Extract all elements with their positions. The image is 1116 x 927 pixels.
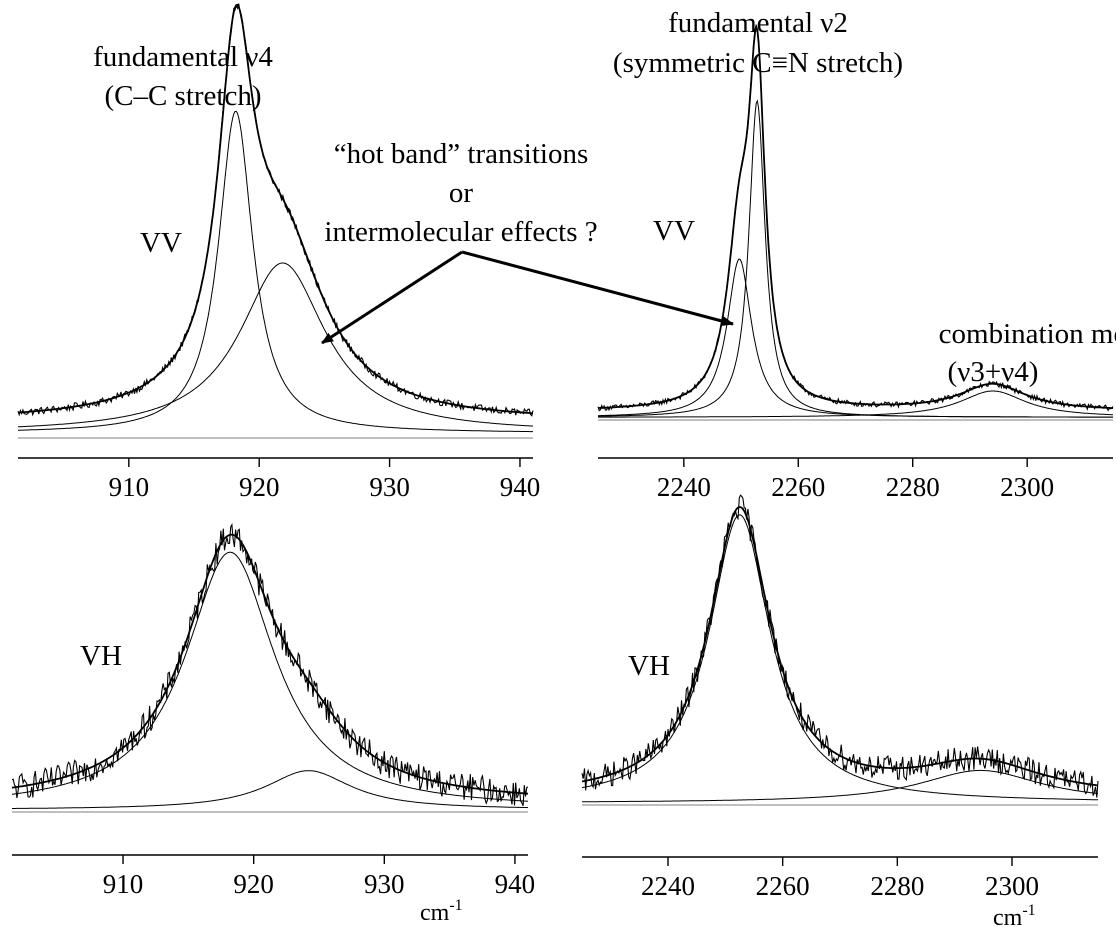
nu4-title-line2: (C–C stretch) <box>104 80 261 112</box>
x-tick-label: 2300 <box>985 871 1039 901</box>
fit-component-2 <box>582 769 1099 803</box>
x-tick-label: 2240 <box>641 871 695 901</box>
hot-band-line3: intermolecular effects ? <box>324 216 597 248</box>
polarization-label: VV <box>140 227 182 259</box>
total-fit-curve <box>17 3 533 415</box>
total-fit-curve <box>598 23 1114 409</box>
x-tick-label: 2300 <box>1000 472 1054 502</box>
x-tick-label: 2240 <box>657 472 711 502</box>
x-tick-label: 940 <box>500 472 541 502</box>
nu2-title-line2: (symmetric C≡N stretch) <box>613 47 903 79</box>
fit-component-2 <box>12 770 529 809</box>
x-tick-label: 2260 <box>771 472 825 502</box>
hot-band-arrow-right <box>461 250 734 327</box>
hot-band-arrow-left <box>321 250 463 345</box>
panel-vh-nu2: 2240 2260 2280 2300 VH cm-1 <box>581 494 1099 927</box>
fit-component-1 <box>18 110 533 433</box>
x-tick-label: 910 <box>103 869 144 899</box>
fit-component-1 <box>581 514 1099 801</box>
combination-line2: (ν3+ν4) <box>948 356 1039 388</box>
x-tick-label: 920 <box>233 869 274 899</box>
x-tick-label: 930 <box>364 869 405 899</box>
x-tick-label: 940 <box>495 869 536 899</box>
nu4-title-line1: fundamental ν4 <box>93 41 273 73</box>
x-tick-label: 910 <box>109 472 150 502</box>
x-tick-label: 920 <box>239 472 280 502</box>
panel-vv-nu4: 910 920 930 940 VV <box>17 3 541 502</box>
polarization-label: VH <box>80 640 122 672</box>
hot-band-line2: or <box>449 177 474 209</box>
polarization-label: VV <box>653 215 695 247</box>
x-tick-label: 2280 <box>886 472 940 502</box>
polarization-label: VH <box>628 650 670 682</box>
fit-component-3 <box>598 390 1113 418</box>
x-axis-unit-label: cm-1 <box>420 897 463 926</box>
x-tick-label: 2260 <box>756 871 810 901</box>
x-axis-unit-label: cm-1 <box>993 902 1036 927</box>
fit-component-1 <box>11 551 529 802</box>
fit-component-2 <box>18 262 534 428</box>
x-tick-label: 2280 <box>870 871 924 901</box>
panel-vh-nu4: 910 920 930 940 VH cm-1 <box>11 522 536 926</box>
combination-line1: combination mode <box>939 318 1116 350</box>
hot-band-line1: “hot band” transitions <box>334 138 589 170</box>
panel-vv-nu2: 2240 2260 2280 2300 VV <box>597 23 1114 502</box>
total-fit-curve <box>581 506 1099 787</box>
x-tick-label: 930 <box>369 472 410 502</box>
total-fit-curve <box>11 533 529 795</box>
